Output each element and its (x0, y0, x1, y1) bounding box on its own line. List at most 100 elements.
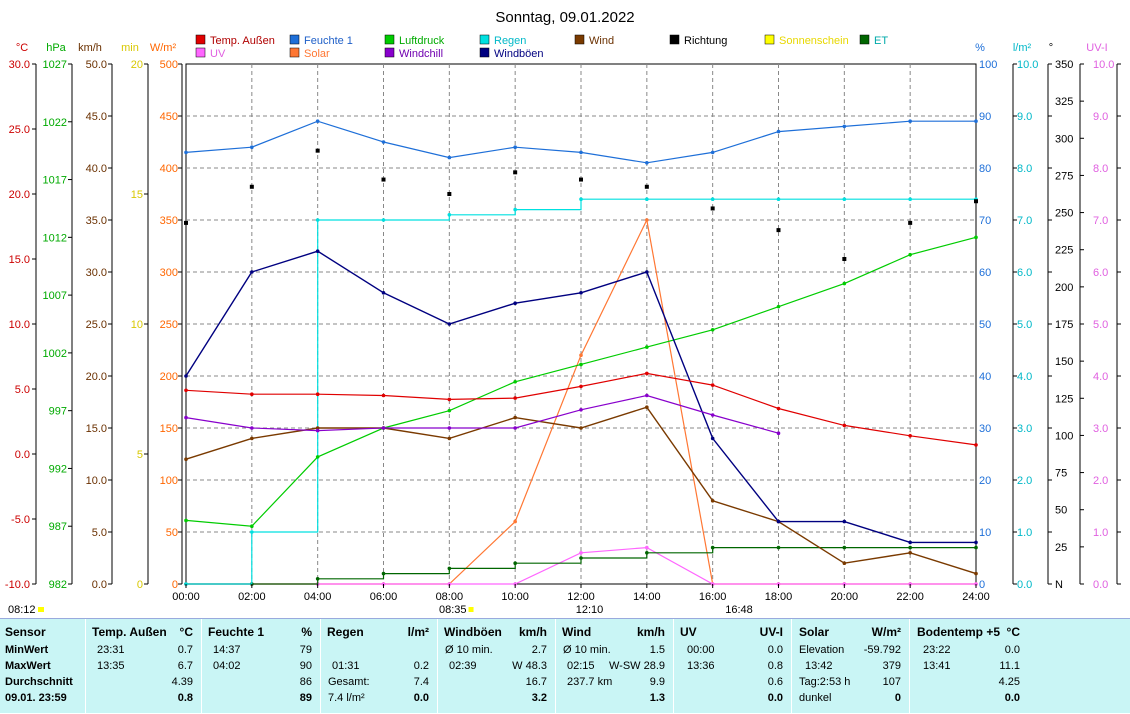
axis-tick-label: 450 (160, 111, 178, 123)
data-point (250, 270, 254, 274)
data-point (842, 545, 847, 550)
axis-tick-label: 350 (160, 215, 178, 227)
axis-tick-label: 30.0 (9, 59, 30, 71)
stats-unit: km/h (636, 625, 665, 639)
x-tick-label: 08:00 (436, 591, 464, 603)
direction-point (776, 228, 781, 233)
data-point (842, 124, 847, 129)
axis-tick-label: 1017 (43, 175, 67, 187)
data-point (710, 150, 715, 155)
axis-unit-rain: l/m² (1013, 42, 1032, 54)
axis-tick-label: 300 (1055, 133, 1073, 145)
axis-tick-label: 982 (49, 579, 67, 591)
data-point (447, 155, 452, 160)
axis-tick-label: 4.0 (1017, 371, 1032, 383)
axis-tick-label: 25 (1055, 542, 1067, 554)
data-point (579, 384, 583, 389)
x-tick-label: 16:00 (699, 591, 727, 603)
stats-time: 02:39 (449, 660, 477, 672)
stats-time: 13:41 (923, 660, 951, 672)
data-point (447, 322, 452, 326)
data-point (513, 207, 517, 212)
stats-temp: Temp. Außen °C 23:31 0.7 13:35 6.7 4.39 … (87, 619, 202, 714)
axis-tick-label: 10.0 (1093, 59, 1114, 71)
stats-unit: l/m² (407, 625, 429, 639)
axis-tick-label: 1002 (43, 348, 67, 360)
axis-tick-label: 0.0 (1017, 579, 1032, 591)
stats-soil: Bodentemp +5 °C 23:22 0.0 13:41 11.1 4.2… (911, 619, 1028, 714)
axis-tick-label: 15 (131, 189, 143, 201)
legend-label: Regen (494, 35, 526, 47)
stats-value: 379 (882, 660, 901, 672)
legend-label: Richtung (684, 35, 727, 47)
stats-time: 00:00 (687, 644, 715, 656)
axis-tick-label: 80 (979, 163, 991, 175)
stats-time: 04:02 (213, 660, 241, 672)
axis-tick-label: 997 (49, 406, 67, 418)
series-line-windchill (185, 394, 779, 434)
axis-tick-label: 150 (160, 423, 178, 435)
axis-tick-label: 0 (172, 579, 178, 591)
stats-header: Bodentemp +5 (917, 625, 1001, 639)
axis-tick-label: 90 (979, 111, 991, 123)
legend-label: ET (874, 35, 888, 47)
axis-tick-label: 40 (979, 371, 991, 383)
direction-point (974, 199, 978, 204)
data-point (579, 551, 583, 555)
axis-tick-label: 2.0 (1093, 475, 1108, 487)
stats-humidity: Feuchte 1 % 14:37 79 04:02 90 86 89 (203, 619, 321, 714)
data-point (184, 150, 188, 155)
x-tick-label: 14:00 (633, 591, 661, 603)
axis-tick-label: 1007 (43, 290, 67, 302)
data-point (710, 383, 715, 387)
data-point (645, 545, 649, 550)
data-point (645, 405, 649, 410)
direction-point (710, 206, 715, 211)
axis-tick-label: 100 (160, 475, 178, 487)
stats-header: Regen (327, 625, 364, 639)
axis-tick-label: 0.0 (92, 579, 107, 591)
axis-tick-label: 20.0 (9, 189, 30, 201)
stats-header: Sensor (5, 625, 46, 639)
data-point (315, 218, 320, 222)
data-point (250, 524, 254, 529)
data-point (974, 540, 978, 545)
data-point (250, 426, 254, 430)
axis-tick-label: 9.0 (1017, 111, 1032, 123)
sunrise-left-label: 08:12 (8, 604, 36, 616)
stats-value: W 48.3 (512, 660, 547, 672)
axis-tick-label: 275 (1055, 170, 1073, 182)
stats-wind: Wind km/h Ø 10 min. 1.5 02:15 W-SW 28.9 … (557, 619, 674, 714)
stats-value: 0.0 (767, 644, 783, 656)
x-tick-label: 12:00 (567, 591, 595, 603)
axis-tick-label: 500 (160, 59, 178, 71)
stats-unit: W/m² (871, 625, 901, 639)
data-point (184, 388, 188, 393)
data-point (513, 561, 517, 565)
axis-tick-label: 200 (1055, 282, 1073, 294)
stats-header: Temp. Außen (92, 625, 167, 639)
data-point (315, 119, 320, 123)
data-point (908, 434, 912, 438)
data-point (908, 119, 912, 123)
axis-tick-label: 8.0 (1093, 163, 1108, 175)
direction-point (644, 184, 649, 189)
direction-point (579, 177, 583, 182)
stats-time: 13:36 (687, 660, 715, 672)
x-tick-label: 20:00 (831, 591, 859, 603)
axis-tick-label: 0 (137, 579, 143, 591)
data-point (710, 413, 715, 417)
data-point (974, 235, 978, 240)
legend-swatch (669, 34, 680, 45)
axis-tick-label: 350 (1055, 59, 1073, 71)
direction-point (513, 170, 518, 175)
legend-label: Luftdruck (399, 35, 445, 47)
data-point (842, 519, 847, 524)
stats-label: Tag:2:53 h (799, 676, 851, 688)
stats-unit: % (301, 625, 312, 639)
axis-tick-label: 10.0 (9, 319, 30, 331)
data-point (513, 396, 517, 400)
data-point (184, 518, 188, 523)
data-point (974, 571, 978, 576)
axis-tick-label: -5.0 (11, 514, 30, 526)
